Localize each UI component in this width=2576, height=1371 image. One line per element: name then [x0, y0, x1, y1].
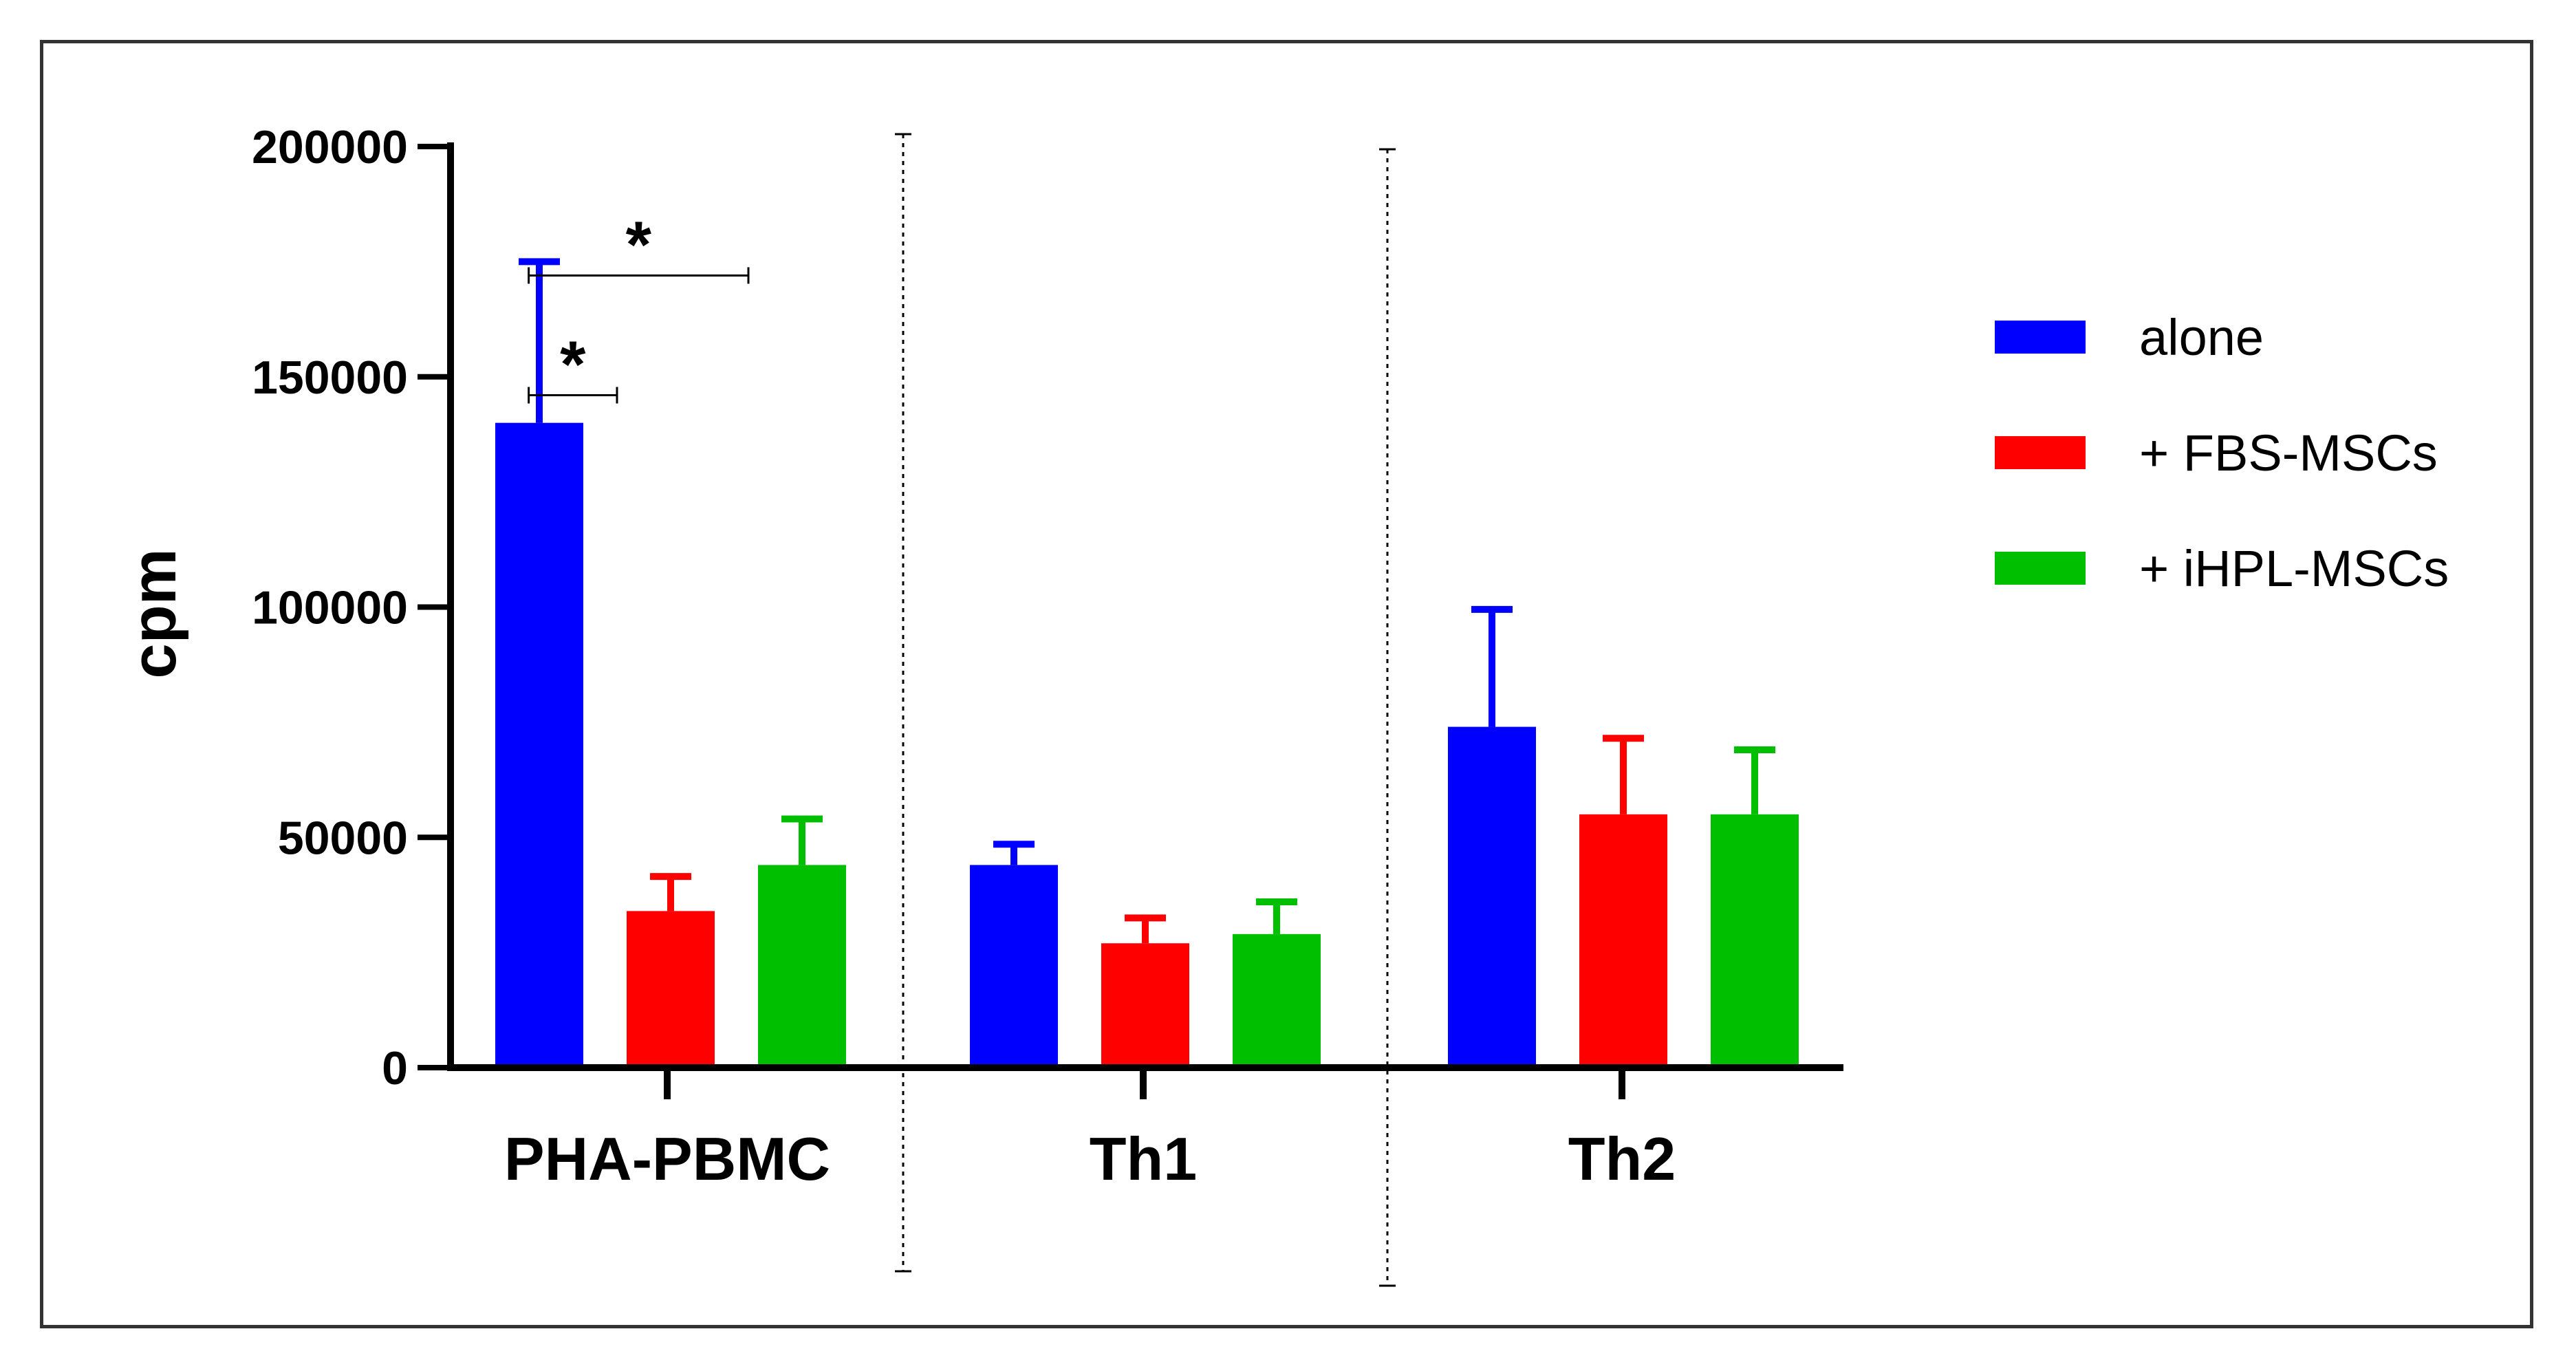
x-category-label: Th1 — [1090, 1125, 1197, 1193]
y-axis-title: cpm — [119, 548, 189, 678]
bar-alone-th1 — [970, 865, 1058, 1068]
bar--ihpl-mscs-pha-pbmc — [758, 865, 846, 1068]
y-tick-label: 0 — [382, 1042, 408, 1094]
significance-star: * — [626, 208, 652, 281]
y-tick-label: 150000 — [252, 352, 408, 404]
bar--ihpl-mscs-th1 — [1233, 933, 1321, 1068]
legend-label: + FBS-MSCs — [2139, 424, 2438, 482]
bar-alone-th2 — [1448, 726, 1536, 1068]
legend-label: + iHPL-MSCs — [2139, 540, 2449, 597]
bar--ihpl-mscs-th2 — [1711, 814, 1799, 1068]
x-category-label: Th2 — [1568, 1125, 1676, 1193]
bar-alone-pha-pbmc — [495, 422, 583, 1068]
y-tick-label: 50000 — [278, 812, 408, 864]
bar--fbs-mscs-th2 — [1579, 814, 1667, 1068]
y-tick-label: 100000 — [252, 582, 408, 634]
figure-frame — [40, 40, 2533, 1328]
legend-swatch — [1995, 552, 2086, 585]
bar--fbs-mscs-th1 — [1101, 943, 1189, 1068]
y-tick-label: 200000 — [252, 121, 408, 173]
bar--fbs-mscs-pha-pbmc — [627, 911, 715, 1068]
x-category-label: PHA-PBMC — [504, 1125, 830, 1193]
legend-swatch — [1995, 321, 2086, 354]
significance-star: * — [560, 328, 586, 402]
legend-label: alone — [2139, 309, 2264, 366]
legend-swatch — [1995, 436, 2086, 469]
